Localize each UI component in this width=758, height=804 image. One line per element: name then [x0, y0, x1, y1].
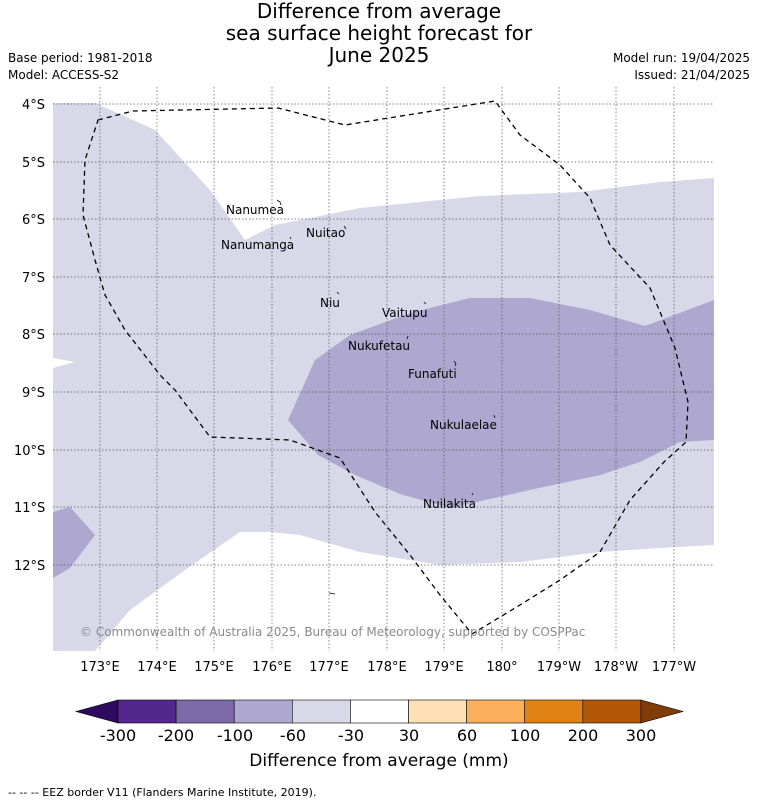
issued-date: Issued: 21/04/2025 [634, 68, 750, 82]
meta-left: Base period: 1981-2018 Model: ACCESS-S2 [8, 50, 153, 84]
eez-legend: -- -- -- EEZ border V11 (Flanders Marine… [8, 786, 317, 799]
lon-labels: 173°E 174°E 175°E 176°E 177°E 178°E 179°… [80, 660, 696, 675]
colorbar-cells [74, 699, 685, 724]
lat-label: 4°S [22, 98, 45, 113]
colorbar-tick: 200 [567, 726, 599, 745]
colorbar-cell [466, 699, 526, 724]
place-label-nuilakita: Nuilakita [423, 497, 476, 511]
lat-label: 7°S [22, 271, 45, 286]
lat-label: 8°S [22, 328, 45, 343]
colorbar-tick: 60 [456, 726, 478, 745]
colorbar-extend-high [640, 699, 685, 724]
place-label-vaitupu: Vaitupu [382, 306, 428, 320]
lon-label: 177°E [309, 660, 349, 675]
place-label-nuitao: Nuitao [306, 226, 345, 240]
colorbar-cell [524, 699, 584, 724]
colorbar [74, 699, 685, 724]
colorbar-title: Difference from average (mm) [249, 751, 509, 771]
colorbar-cell [350, 699, 409, 724]
lat-labels: 4°S 5°S 6°S 7°S 8°S 9°S 10°S 11°S 12°S [14, 98, 45, 574]
lon-label: 178°E [367, 660, 407, 675]
lon-label: 179°W [537, 660, 581, 675]
model-name: Model: ACCESS-S2 [8, 68, 120, 82]
title-line-3: June 2025 [328, 43, 430, 67]
lon-label: 176°E [252, 660, 292, 675]
lon-label: 175°E [194, 660, 234, 675]
eez-border [82, 100, 689, 635]
lat-label: 11°S [14, 501, 45, 516]
shading-medium [288, 298, 714, 508]
place-label-nukulaelae: Nukulaelae [430, 418, 497, 432]
title-line-2: sea surface height forecast for [225, 21, 533, 45]
colorbar-cell [408, 699, 467, 724]
copyright-notice: © Commonwealth of Australia 2025, Bureau… [80, 625, 585, 639]
model-run: Model run: 19/04/2025 [612, 51, 750, 65]
lon-label: 173°E [80, 660, 120, 675]
colorbar-cell [291, 699, 351, 724]
colorbar-tick: 300 [625, 726, 657, 745]
place-labels: Nanumea Nanumanga Nuitao Niu Vaitupu Nuk… [221, 203, 497, 511]
lon-label: 180° [486, 660, 517, 675]
colorbar-cell [582, 699, 642, 724]
lat-label: 6°S [22, 213, 45, 228]
lat-label: 10°S [14, 444, 45, 459]
colorbar-tick: -30 [337, 726, 365, 745]
meta-right: Model run: 19/04/2025 Issued: 21/04/2025 [613, 50, 750, 84]
map-title: Difference from average sea surface heig… [0, 0, 758, 66]
place-label-nanumanga: Nanumanga [221, 238, 294, 252]
lon-label: 179°E [424, 660, 464, 675]
colorbar-tick: 100 [509, 726, 541, 745]
shading-medium-west [53, 507, 95, 578]
place-label-nukufetau: Nukufetau [348, 339, 410, 353]
lon-label: 177°W [652, 660, 696, 675]
title-line-1: Difference from average [256, 0, 502, 23]
lat-label: 12°S [14, 559, 45, 574]
colorbar-cell [233, 699, 293, 724]
lat-label: 9°S [22, 386, 45, 401]
colorbar-cell [117, 699, 177, 724]
place-label-nanumea: Nanumea [226, 203, 284, 217]
island-markers [276, 199, 496, 595]
colorbar-extend-low [74, 699, 119, 724]
colorbar-tick: -200 [157, 726, 195, 745]
colorbar-tick: -300 [99, 726, 137, 745]
lon-label: 174°E [137, 660, 177, 675]
base-period: Base period: 1981-2018 [8, 51, 153, 65]
sea-height-map: 4°S 5°S 6°S 7°S 8°S 9°S 10°S 11°S 12°S 1… [14, 87, 714, 675]
lat-label: 5°S [22, 156, 45, 171]
colorbar-tick: -100 [216, 726, 254, 745]
lon-label: 178°W [594, 660, 638, 675]
gridlines [53, 87, 714, 651]
colorbar-tick: 30 [398, 726, 420, 745]
colorbar-tick: -60 [279, 726, 307, 745]
place-label-niu: Niu [320, 296, 340, 310]
colorbar-cell [175, 699, 235, 724]
place-label-funafuti: Funafuti [408, 367, 457, 381]
